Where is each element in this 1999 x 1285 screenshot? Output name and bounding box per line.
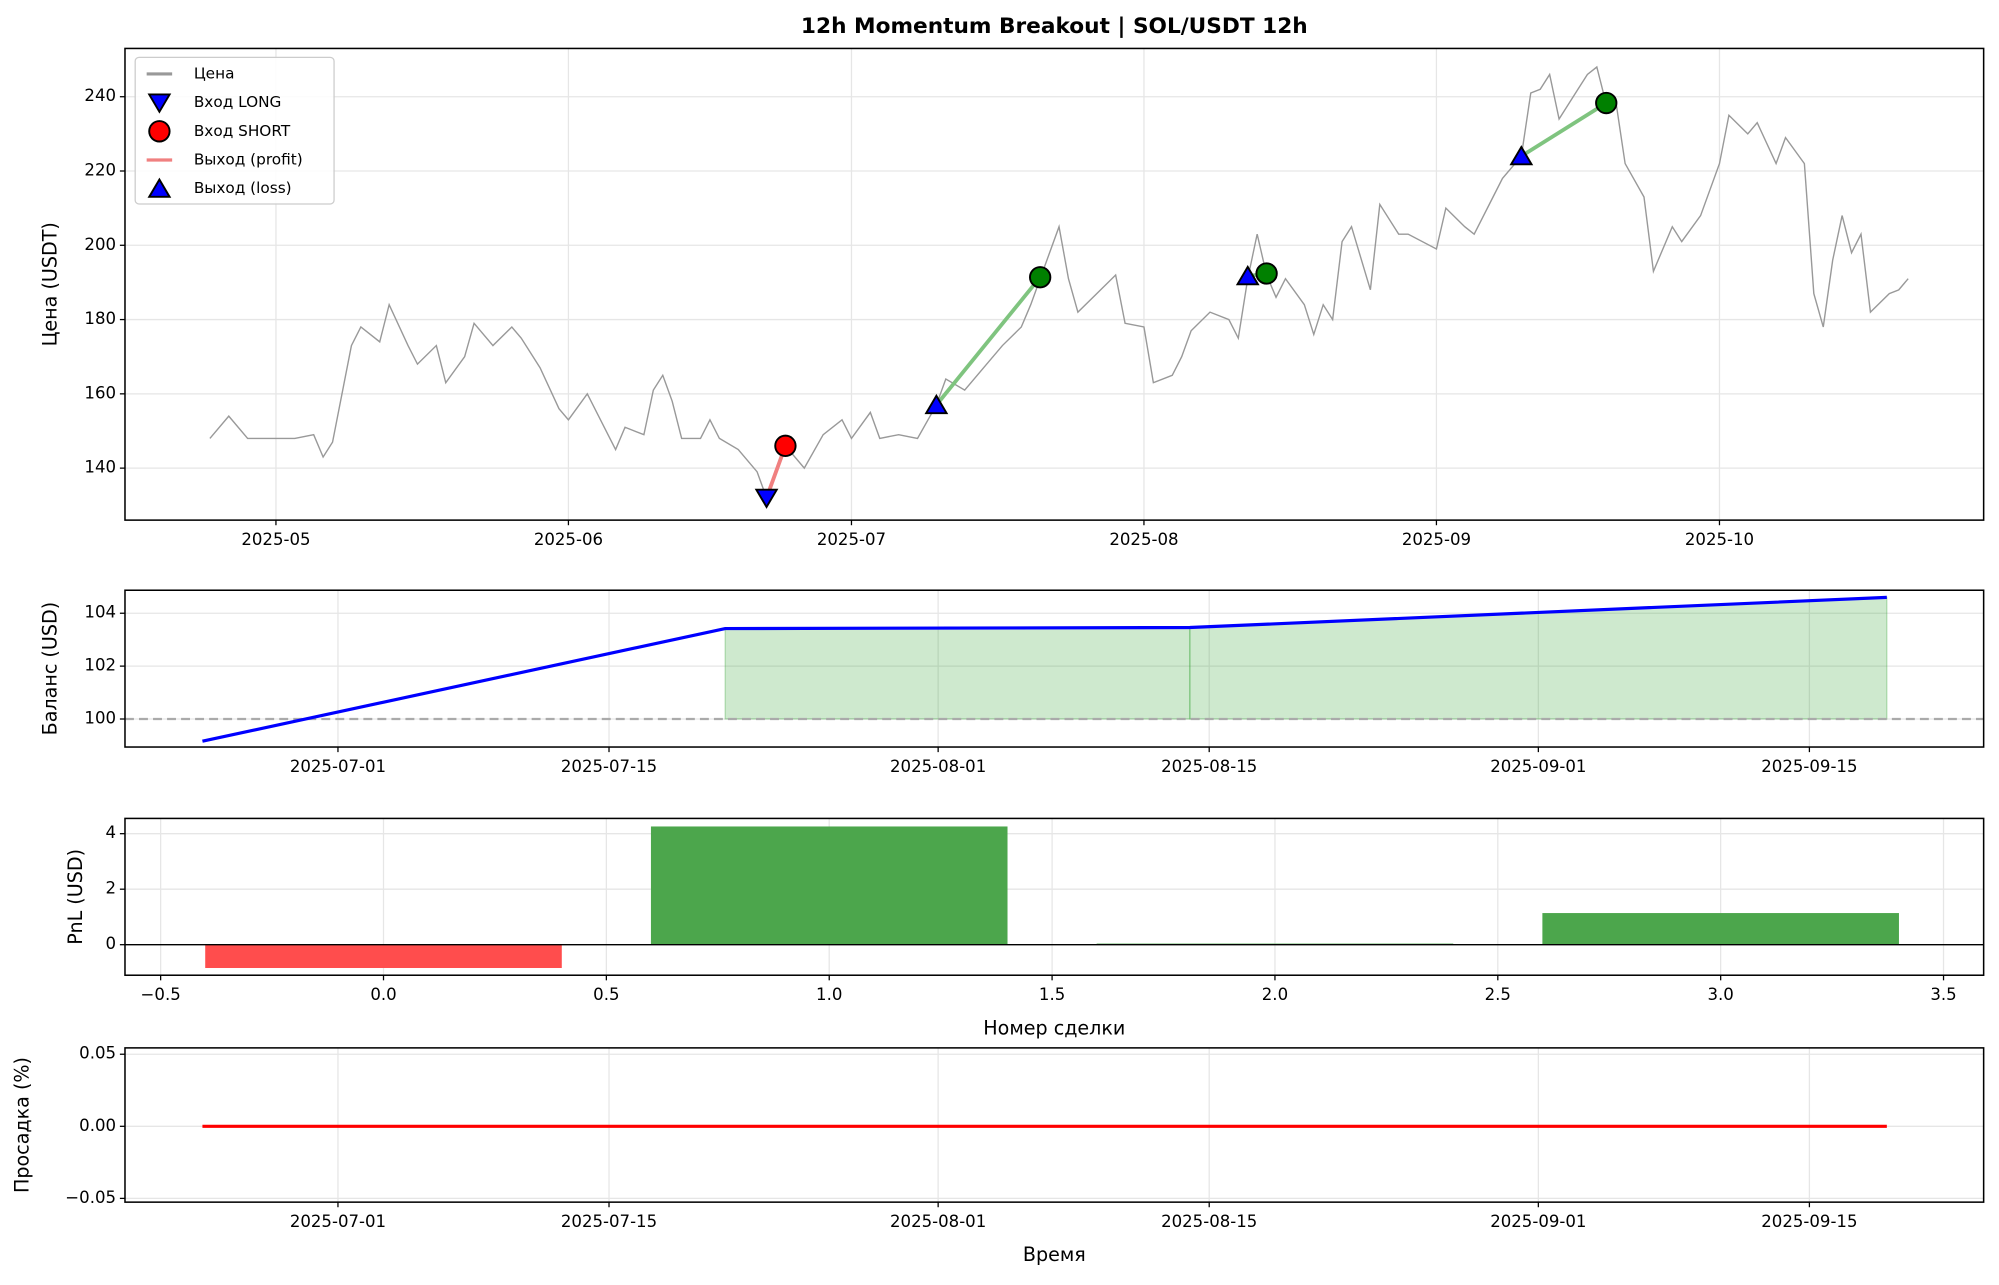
y-tick-label: 0.00 [79,1116,116,1135]
y-tick-label: 200 [84,235,116,254]
trade-line [1520,101,1608,158]
legend-marker [148,120,171,143]
y-tick-label: 180 [84,309,116,328]
y-tick-label: 240 [84,86,116,105]
entry-marker [924,393,949,415]
x-tick-label: 2025-05 [241,530,310,549]
y-axis-label: Цена (USDT) [39,222,62,346]
y-tick-label: 140 [84,458,116,477]
series-line [202,595,1887,743]
x-tick-label: 2025-08-01 [890,757,986,776]
axes-frame [124,47,1985,521]
x-tick-label: 2025-09-01 [1490,757,1586,776]
axes-frame [124,817,1985,976]
y-tick-label: 104 [84,603,116,622]
x-tick-label: 2025-07 [817,530,886,549]
y-axis-label: Баланс (USD) [39,602,62,736]
x-tick-label: 2025-07-15 [561,1212,657,1231]
y-axis-label: Просадка (%) [11,1057,34,1193]
y-tick-label: 4 [106,823,117,842]
legend-label: Вход SHORT [194,122,291,140]
x-tick-label: 2025-10 [1685,530,1754,549]
entry-marker [1235,265,1260,286]
y-tick-label: 220 [84,161,116,180]
x-tick-label: 2.0 [1262,985,1288,1004]
x-tick-label: 0.0 [370,985,396,1004]
y-axis-label: PnL (USD) [64,849,87,945]
profit-area [724,626,1191,720]
x-tick-label: 2025-09-01 [1490,1212,1586,1231]
y-tick-label: 0.05 [79,1044,116,1063]
exit-marker [774,434,797,457]
x-axis-label: Номер сделки [983,1016,1125,1039]
x-tick-label: −0.5 [141,985,181,1004]
x-tick-label: 2025-06 [534,530,603,549]
y-tick-label: 2 [106,879,117,898]
x-tick-label: 2025-08-01 [890,1212,986,1231]
x-tick-label: 0.5 [593,985,619,1004]
x-axis-label: Время [1023,1243,1086,1266]
bar [205,944,562,969]
chart-title: 12h Momentum Breakout | SOL/USDT 12h [801,14,1308,39]
axes-frame [124,589,1985,748]
exit-marker [1255,262,1278,285]
y-tick-label: 102 [84,656,116,675]
entry-marker [754,488,779,509]
y-tick-label: 160 [84,383,116,402]
x-tick-label: 2025-07-01 [290,757,386,776]
y-tick-label: −0.05 [65,1188,116,1207]
x-tick-label: 2025-07-01 [290,1212,386,1231]
trade-line [934,276,1042,407]
bar [650,826,1008,945]
x-tick-label: 2025-08-15 [1161,1212,1257,1231]
legend-label: Выход (profit) [194,150,303,168]
legend-marker [147,93,172,114]
entry-marker [1509,145,1534,166]
x-tick-label: 2025-08-15 [1161,757,1257,776]
axes-frame [124,1047,1985,1203]
exit-marker [1029,266,1052,289]
y-tick-label: 0 [106,934,117,953]
legend-marker [147,177,172,198]
exit-marker [1595,91,1618,115]
legend-label: Выход (loss) [194,179,292,197]
x-tick-label: 2025-09-15 [1761,757,1857,776]
plot-area [124,590,1984,748]
legend-label: Вход LONG [194,93,282,111]
x-tick-label: 3.5 [1930,985,1956,1004]
x-tick-label: 3.0 [1707,985,1733,1004]
plot-area [124,48,1984,521]
y-tick-label: 100 [84,709,116,728]
x-tick-label: 2025-09-15 [1761,1212,1857,1231]
x-tick-label: 1.0 [816,985,842,1004]
x-tick-label: 2.5 [1485,985,1511,1004]
bar [1542,913,1899,945]
legend-label: Цена [194,64,235,82]
x-tick-label: 2025-07-15 [561,757,657,776]
x-tick-label: 2025-09 [1402,530,1471,549]
x-tick-label: 1.5 [1039,985,1065,1004]
legend-box [134,56,335,205]
x-tick-label: 2025-08 [1109,530,1178,549]
series-line [209,65,1909,500]
